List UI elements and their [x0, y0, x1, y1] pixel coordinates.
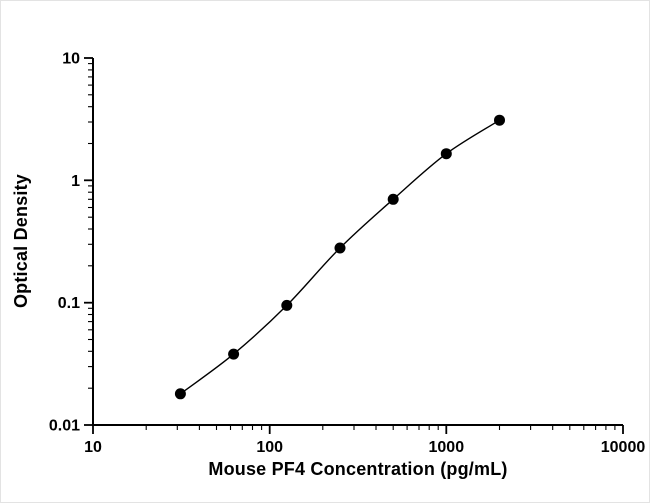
y-tick-label: 10 — [62, 51, 80, 68]
data-point — [494, 114, 505, 126]
curve-line — [179, 119, 500, 395]
y-tick-label: 0.1 — [58, 295, 80, 312]
x-tick-label: 10000 — [601, 439, 646, 456]
y-tick-label: 1 — [71, 173, 80, 190]
y-tick-label: 0.01 — [49, 418, 80, 435]
data-point — [334, 242, 346, 254]
data-point — [440, 148, 452, 160]
data-point — [281, 299, 293, 311]
data-point — [228, 348, 240, 360]
x-tick-label: 1000 — [429, 439, 465, 456]
data-point — [387, 193, 399, 205]
data-point — [174, 388, 186, 400]
x-tick-label: 10 — [84, 439, 102, 456]
x-tick-label: 100 — [256, 439, 283, 456]
